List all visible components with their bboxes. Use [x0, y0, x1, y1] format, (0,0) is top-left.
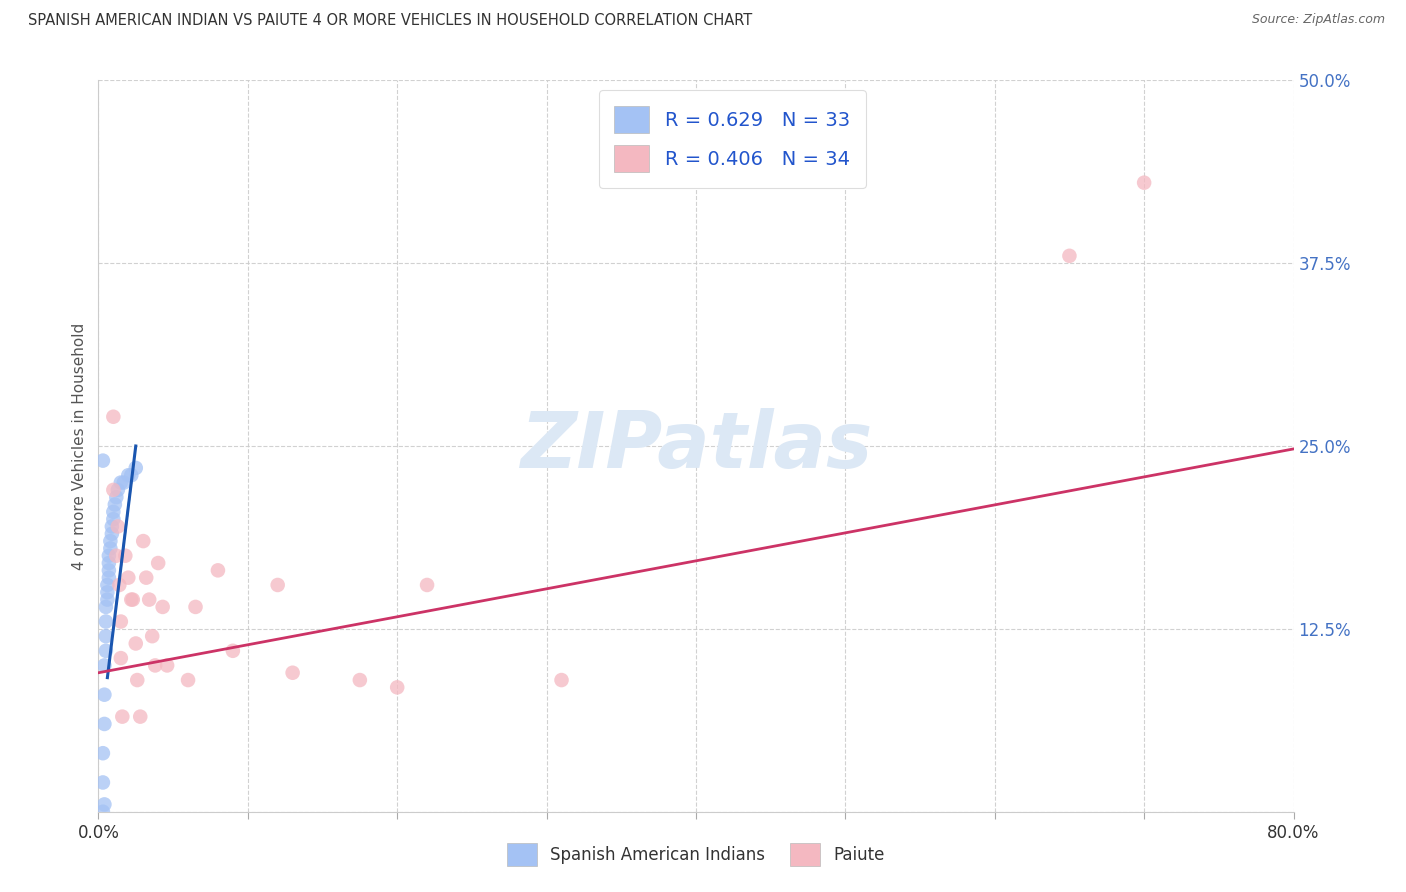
- Point: [110, 475, 132, 490]
- Point: [385, 681, 409, 695]
- Text: ZIPatlas: ZIPatlas: [520, 408, 872, 484]
- Point: [550, 673, 572, 687]
- Point: [96, 585, 118, 599]
- Point: [349, 673, 371, 687]
- Point: [156, 658, 179, 673]
- Point: [121, 592, 143, 607]
- Point: [416, 578, 439, 592]
- Point: [117, 571, 139, 585]
- Point: [105, 490, 128, 504]
- Point: [98, 534, 122, 549]
- Point: [103, 505, 125, 519]
- Point: [98, 541, 122, 556]
- Point: [105, 549, 128, 563]
- Point: [125, 461, 148, 475]
- Point: [111, 709, 134, 723]
- Point: [97, 556, 120, 570]
- Point: [127, 673, 149, 687]
- Point: [117, 468, 139, 483]
- Point: [143, 658, 166, 673]
- Point: [1059, 249, 1081, 263]
- Point: [96, 578, 118, 592]
- Point: [103, 483, 125, 497]
- Point: [135, 571, 157, 585]
- Point: [1133, 176, 1156, 190]
- Point: [177, 673, 200, 687]
- Point: [110, 651, 132, 665]
- Point: [132, 534, 155, 549]
- Text: Source: ZipAtlas.com: Source: ZipAtlas.com: [1251, 13, 1385, 27]
- Point: [91, 805, 114, 819]
- Point: [125, 636, 148, 650]
- Point: [91, 775, 114, 789]
- Point: [138, 592, 160, 607]
- Point: [120, 592, 142, 607]
- Point: [91, 746, 114, 760]
- Point: [207, 563, 229, 577]
- Point: [114, 549, 136, 563]
- Point: [101, 519, 124, 533]
- Point: [222, 644, 245, 658]
- Point: [110, 615, 132, 629]
- Point: [96, 592, 118, 607]
- Point: [152, 599, 174, 614]
- Point: [97, 571, 120, 585]
- Point: [93, 658, 115, 673]
- Point: [107, 483, 129, 497]
- Point: [107, 519, 129, 533]
- Point: [103, 409, 125, 424]
- Text: SPANISH AMERICAN INDIAN VS PAIUTE 4 OR MORE VEHICLES IN HOUSEHOLD CORRELATION CH: SPANISH AMERICAN INDIAN VS PAIUTE 4 OR M…: [28, 13, 752, 29]
- Point: [148, 556, 170, 570]
- Legend: Spanish American Indians, Paiute: Spanish American Indians, Paiute: [501, 836, 891, 873]
- Point: [184, 599, 207, 614]
- Point: [101, 526, 124, 541]
- Point: [103, 512, 125, 526]
- Point: [141, 629, 163, 643]
- Point: [91, 453, 114, 467]
- Point: [93, 797, 115, 812]
- Point: [112, 475, 135, 490]
- Point: [94, 629, 117, 643]
- Point: [129, 709, 152, 723]
- Y-axis label: 4 or more Vehicles in Household: 4 or more Vehicles in Household: [72, 322, 87, 570]
- Point: [93, 688, 115, 702]
- Point: [104, 498, 127, 512]
- Point: [97, 549, 120, 563]
- Point: [108, 578, 131, 592]
- Point: [93, 717, 115, 731]
- Point: [94, 615, 117, 629]
- Point: [281, 665, 304, 680]
- Point: [94, 644, 117, 658]
- Point: [267, 578, 290, 592]
- Point: [97, 563, 120, 577]
- Point: [94, 599, 117, 614]
- Point: [120, 468, 142, 483]
